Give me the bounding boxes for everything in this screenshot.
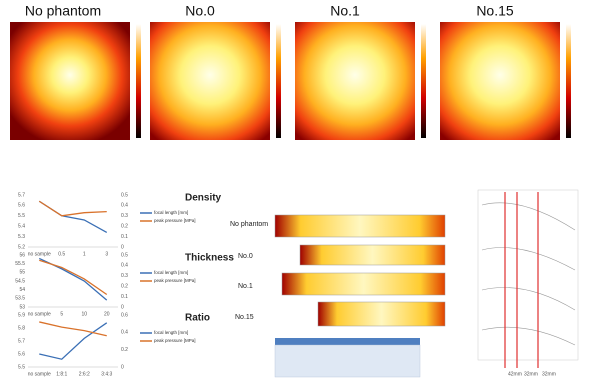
x-tick-label: 20 — [104, 311, 110, 317]
profile-label: No.0 — [238, 253, 253, 260]
y-tick-label: 5.2 — [18, 244, 25, 250]
colorbar — [276, 24, 281, 138]
heatmap — [10, 22, 130, 140]
y2-tick-label: 0.2 — [121, 224, 128, 230]
x-tick-label: no sample — [28, 311, 51, 317]
y2-tick-label: 0.1 — [121, 234, 128, 240]
profile-label: No phantom — [230, 221, 268, 228]
chart-title: Density — [185, 193, 222, 204]
marker-label: 42mm — [508, 371, 522, 377]
heatmap-title: No phantom — [25, 3, 101, 19]
beam-plot: 42mm 32mm 32mm — [477, 189, 579, 377]
colorbar — [136, 24, 141, 138]
profiles: No phantom No.0 No.1 No.15 — [230, 214, 446, 378]
y-tick-label: 55 — [19, 270, 25, 276]
y2-tick-label: 0.2 — [121, 347, 128, 353]
heatmap-row: No phantom No.0 No.1 No.15 — [10, 3, 571, 140]
y2-tick-label: 0.5 — [121, 192, 128, 198]
chart-title: Thickness — [185, 253, 234, 264]
heatmap-title: No.15 — [476, 3, 514, 19]
profile-image — [317, 301, 446, 327]
y-tick-label: 55.5 — [15, 261, 25, 267]
y2-tick-label: 0.2 — [121, 284, 128, 290]
legend-label: peak pressure [MPa] — [154, 278, 196, 283]
plot-frame — [477, 189, 579, 361]
y2-tick-label: 0 — [121, 364, 124, 370]
chart-title: Ratio — [185, 313, 210, 324]
y-tick-label: 5.5 — [18, 213, 25, 219]
x-tick-label: 1 — [83, 251, 86, 257]
x-tick-label: 0.5 — [58, 251, 65, 257]
heatmap — [150, 22, 270, 140]
series-line — [38, 200, 107, 217]
x-tick-label: 2:6:2 — [79, 371, 90, 377]
y2-tick-label: 0 — [121, 244, 124, 250]
x-tick-label: 5 — [60, 311, 63, 317]
y2-tick-label: 0.5 — [121, 252, 128, 258]
profile-label: No.1 — [238, 283, 253, 290]
colorbar — [566, 24, 571, 138]
x-tick-label: no sample — [28, 251, 51, 257]
heatmap — [295, 22, 415, 140]
marker-label: 32mm — [542, 371, 556, 377]
profile-label: No.15 — [235, 314, 254, 321]
y-tick-label: 54 — [19, 287, 25, 293]
legend-label: peak pressure [MPa] — [154, 218, 196, 223]
marker-label: 32mm — [524, 371, 538, 377]
profile-image — [274, 214, 446, 238]
y-tick-label: 5.4 — [18, 224, 25, 230]
series-line — [39, 321, 107, 337]
x-tick-label: 1:8:1 — [56, 371, 67, 377]
y-tick-label: 56 — [19, 252, 25, 258]
profile-image — [299, 244, 446, 266]
y-tick-label: 5.3 — [18, 234, 25, 240]
heatmap-title: No.1 — [330, 3, 360, 19]
y-tick-label: 53.5 — [15, 296, 25, 302]
legend-label: peak pressure [MPa] — [154, 338, 196, 343]
y2-tick-label: 0.4 — [121, 330, 128, 336]
legend-label: focal length [mm] — [154, 270, 188, 275]
table-body — [274, 344, 421, 378]
beam-curve — [481, 202, 576, 346]
x-tick-label: 10 — [81, 311, 87, 317]
series-line — [39, 259, 108, 296]
table-header — [275, 338, 420, 345]
y-tick-label: 54.5 — [15, 278, 25, 284]
y2-tick-label: 0 — [121, 304, 124, 310]
y2-tick-label: 0.3 — [121, 273, 128, 279]
y2-tick-label: 0.4 — [121, 203, 128, 209]
legend-label: focal length [mm] — [154, 210, 188, 215]
heatmap — [440, 22, 560, 140]
colorbar — [421, 24, 426, 138]
y-tick-label: 5.6 — [18, 351, 25, 357]
x-tick-label: 3 — [105, 251, 108, 257]
y-tick-label: 5.8 — [18, 325, 25, 331]
x-tick-label: 3:4:3 — [101, 371, 112, 377]
profile-image — [281, 272, 446, 296]
x-tick-label: no sample — [28, 371, 51, 377]
heatmap-title: No.0 — [185, 3, 215, 19]
y-tick-label: 5.6 — [18, 203, 25, 209]
y-tick-label: 5.9 — [18, 312, 25, 318]
series-line — [38, 257, 108, 301]
y2-tick-label: 0.6 — [121, 312, 128, 318]
y2-tick-label: 0.1 — [121, 294, 128, 300]
series-line — [39, 322, 108, 360]
y-tick-label: 5.7 — [18, 338, 25, 344]
y-tick-label: 5.7 — [18, 192, 25, 198]
y-tick-label: 5.5 — [18, 364, 25, 370]
series-line — [38, 200, 108, 234]
legend-label: focal length [mm] — [154, 330, 188, 335]
y2-tick-label: 0.3 — [121, 213, 128, 219]
y2-tick-label: 0.4 — [121, 263, 128, 269]
y-tick-label: 53 — [19, 304, 25, 310]
